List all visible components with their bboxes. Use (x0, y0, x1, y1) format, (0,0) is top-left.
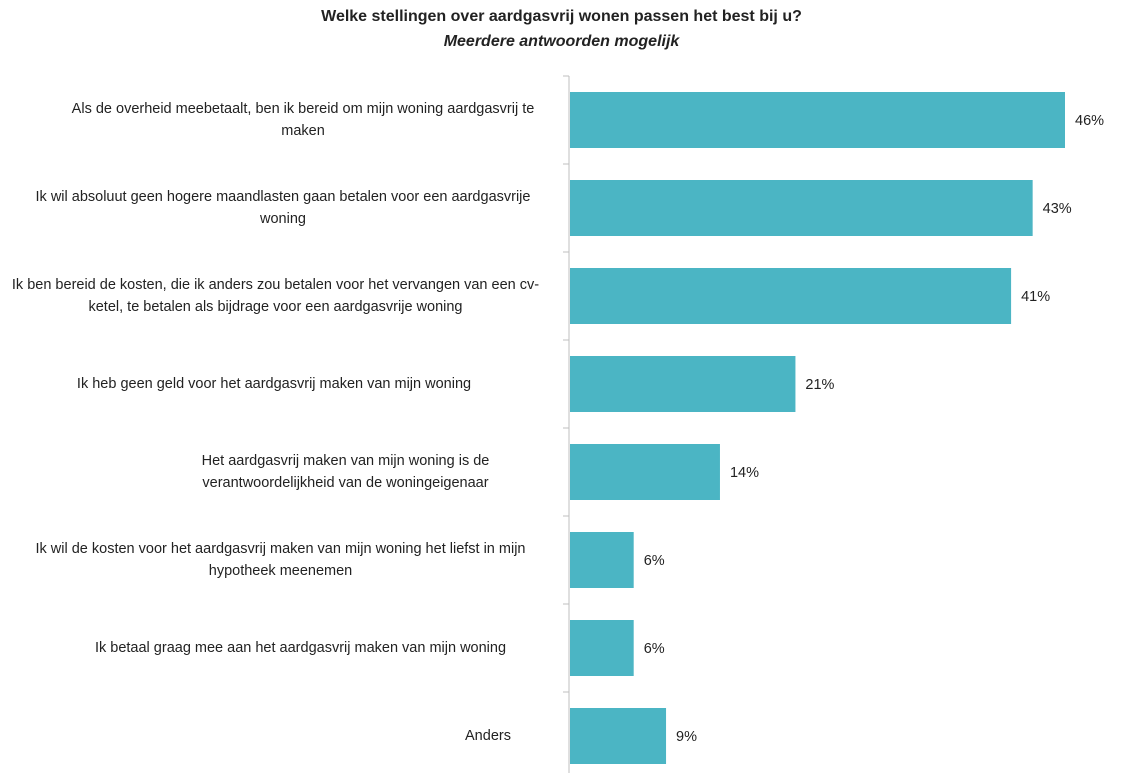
bar (570, 356, 796, 412)
value-label: 6% (644, 641, 665, 657)
value-label: 46% (1075, 113, 1104, 129)
category-label: Het aardgasvrij maken van mijn woning is… (201, 453, 490, 491)
value-label: 6% (644, 553, 665, 569)
value-label: 43% (1043, 201, 1072, 217)
category-label: Anders (465, 728, 511, 744)
bar (570, 708, 667, 764)
category-label: Ik betaal graag mee aan het aardgasvrij … (94, 640, 507, 656)
bar (570, 92, 1065, 148)
category-label: Ik wil absoluut geen hogere maandlasten … (35, 189, 531, 227)
category-label: Ik heb geen geld voor het aardgasvrij ma… (76, 376, 472, 392)
category-label: Ik wil de kosten voor het aardgasvrij ma… (35, 541, 526, 579)
bar (570, 268, 1012, 324)
value-label: 9% (676, 729, 697, 745)
bar (570, 444, 720, 500)
category-label: Ik ben bereid de kosten, die ik anders z… (11, 277, 540, 315)
bar (570, 620, 634, 676)
chart-subtitle: Meerdere antwoorden mogelijk (443, 33, 680, 50)
category-label: Als de overheid meebetaalt, ben ik berei… (71, 101, 535, 139)
bar (570, 180, 1033, 236)
bar (570, 532, 634, 588)
value-label: 41% (1021, 289, 1050, 305)
value-label: 14% (730, 465, 759, 481)
chart-title: Welke stellingen over aardgasvrij wonen … (321, 8, 802, 25)
value-label: 21% (805, 377, 834, 393)
